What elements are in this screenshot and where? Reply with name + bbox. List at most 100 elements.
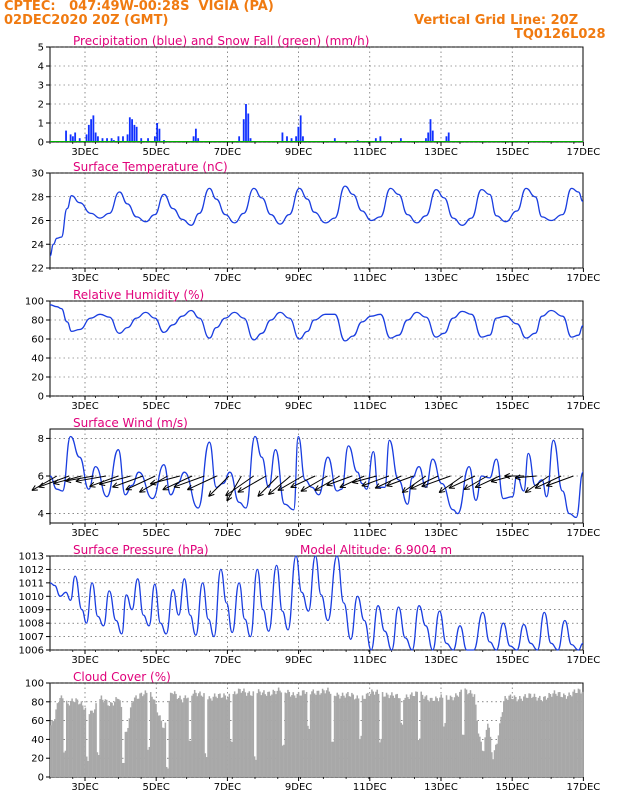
wind-vector	[237, 475, 267, 493]
cloud-bar	[57, 702, 60, 777]
cloud-bar	[493, 750, 496, 777]
cloud-bar	[121, 763, 124, 777]
cloud-bar	[284, 692, 287, 777]
wind-arrowhead	[268, 488, 272, 495]
precip-bar	[85, 134, 88, 142]
cloud-bar	[555, 693, 557, 777]
precip-bar	[158, 128, 161, 142]
cloud-bar	[201, 696, 204, 777]
cloud-bar	[515, 696, 517, 777]
cloud-bar	[424, 696, 426, 777]
precip-bar	[74, 132, 77, 142]
cloud-bar	[59, 698, 61, 777]
cloud-bar	[427, 699, 429, 777]
precip-bar	[295, 136, 297, 142]
y-tick-label: 3	[38, 81, 44, 92]
cloud-bar	[376, 689, 378, 777]
cloud-bar	[532, 696, 534, 777]
cloud-bar	[453, 697, 456, 777]
wind-vector	[38, 475, 70, 488]
cloud-bar	[560, 696, 562, 777]
cloud-bar	[95, 703, 97, 777]
cloud-bar	[253, 756, 256, 777]
wind-arrowhead	[112, 482, 118, 488]
wind-vector	[226, 475, 242, 502]
x-tick-label: 3DEC	[71, 273, 98, 284]
cloud-bar	[225, 699, 228, 777]
cloud-bar	[535, 697, 537, 777]
cloud-bar	[452, 700, 454, 777]
y-tick-label: 40	[31, 735, 44, 746]
cloud-bar	[513, 695, 516, 777]
cloud-bar	[355, 698, 357, 777]
wind-vector	[257, 475, 279, 497]
cloud-bar	[320, 693, 323, 777]
series-line	[49, 185, 584, 257]
series-line	[49, 555, 584, 651]
wind-vector	[300, 475, 328, 492]
cloud-bar	[248, 691, 251, 777]
cloud-bar	[199, 691, 201, 777]
x-tick-label: 13DEC	[424, 401, 458, 412]
cloud-bar	[312, 689, 315, 777]
panel-title: Surface Pressure (hPa)	[73, 543, 209, 557]
station-header: CPTEC: 047:49W-00:28S VIGIA (PA)	[4, 0, 274, 14]
cloud-bar	[256, 693, 259, 777]
cloud-bar	[75, 698, 77, 777]
wind-vector	[187, 475, 217, 491]
cloud-bar	[192, 693, 195, 777]
cloud-bar	[476, 720, 478, 777]
cloud-bar	[429, 697, 432, 777]
precip-bar	[447, 132, 450, 142]
cloud-bar	[373, 694, 376, 777]
wind-vector	[89, 475, 119, 487]
cloud-bar	[72, 701, 75, 777]
cloud-bar	[101, 699, 104, 777]
wind-vector	[421, 475, 451, 487]
y-tick-label: 60	[31, 716, 44, 727]
wind-arrowhead	[386, 485, 393, 487]
wind-arrowhead	[514, 477, 521, 481]
cloud-bar	[377, 693, 380, 777]
cloud-bar	[468, 693, 470, 777]
cloud-bar	[301, 690, 304, 777]
wind-vector	[125, 475, 156, 491]
x-tick-label: 3DEC	[71, 147, 98, 158]
cloud-bar	[545, 699, 548, 777]
cloud-bar	[477, 733, 480, 777]
cloud-bar	[504, 695, 506, 777]
cloud-bar	[341, 692, 344, 777]
cloud-bar	[261, 692, 264, 777]
y-tick-label: 26	[31, 216, 44, 227]
cloud-bar	[169, 692, 172, 777]
cloud-bar	[509, 694, 512, 777]
wind-arrowhead	[421, 485, 428, 488]
cloud-bar	[260, 695, 263, 777]
x-tick-label: 3DEC	[71, 782, 98, 793]
x-tick-label: 13DEC	[424, 782, 458, 793]
cloud-bar	[369, 693, 372, 777]
cloud-bar	[96, 752, 99, 777]
cloud-bar	[501, 712, 504, 777]
y-tick-label: 5	[38, 43, 44, 54]
wind-vector	[326, 475, 353, 486]
cloud-bar	[524, 694, 526, 777]
cloud-bar	[281, 745, 284, 777]
grid-line-note: Vertical Grid Line: 20Z	[414, 13, 579, 28]
cloud-bar	[417, 740, 420, 777]
cloud-bar	[389, 695, 392, 777]
cloud-bar	[51, 719, 53, 777]
precip-bar	[97, 136, 99, 142]
cloud-bar	[328, 691, 331, 777]
cloud-bar	[128, 718, 131, 777]
precip-bar	[429, 119, 432, 142]
y-tick-label: 80	[31, 697, 44, 708]
cloud-bar	[436, 698, 438, 777]
cloud-bar	[387, 694, 389, 777]
cloud-bar	[507, 700, 509, 777]
x-tick-label: 9DEC	[285, 401, 312, 412]
panel-title: Cloud Cover (%)	[73, 670, 171, 684]
precip-bar	[286, 136, 288, 142]
cloud-bar	[257, 689, 260, 777]
cloud-bar	[136, 698, 139, 777]
